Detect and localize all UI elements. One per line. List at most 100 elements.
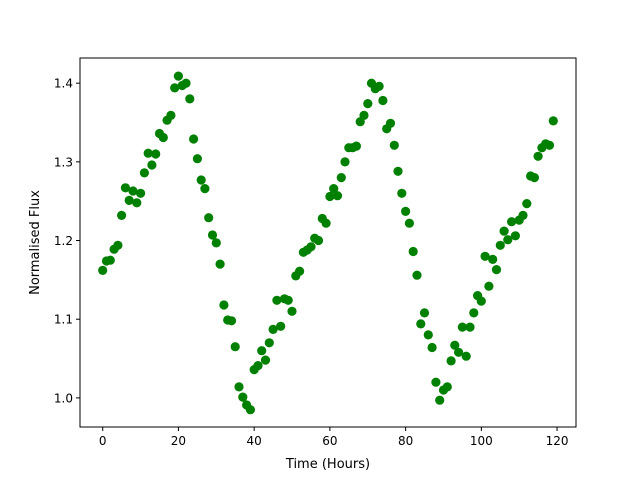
data-point [499,226,509,236]
data-point [340,157,350,167]
data-point [211,238,221,248]
data-point [363,99,373,109]
data-point [257,346,267,356]
data-point [389,140,399,150]
data-point [113,240,123,250]
y-tick-label: 1.4 [54,77,73,91]
data-point [507,217,517,227]
data-point [476,296,486,306]
data-point [170,83,180,93]
data-point [510,231,520,241]
data-point [491,265,502,275]
data-point [374,81,384,91]
data-point [378,95,388,106]
x-axis-label: Time (Hours) [285,457,370,472]
data-point [173,71,183,81]
data-point [488,254,498,264]
y-tick-label: 1.3 [54,155,73,169]
data-point [412,270,422,280]
data-point [166,110,176,120]
data-point [136,188,146,198]
data-point [522,199,532,209]
data-point [446,356,456,366]
data-point [260,355,271,365]
data-point [450,340,460,350]
data-point [423,330,433,340]
data-point [457,322,467,332]
data-point [276,321,286,331]
data-point [404,218,414,228]
data-point [98,265,108,275]
data-point [128,186,138,196]
data-point [272,295,282,305]
data-point [295,266,305,276]
data-point [416,319,426,329]
data-point [518,210,528,220]
y-tick-label: 1.0 [54,391,73,405]
x-tick-label: 60 [322,434,337,448]
data-point [283,295,293,305]
data-point [306,242,316,252]
data-point [313,235,324,246]
data-point [351,141,361,151]
data-point [329,184,339,194]
data-point [234,382,244,392]
data-point [385,118,396,128]
x-tick-label: 20 [171,434,186,448]
axes-frame [79,57,577,428]
data-point [151,149,161,159]
data-point [503,235,513,245]
data-point [325,191,335,202]
data-point [465,322,475,332]
data-point [245,405,255,415]
data-point [408,246,418,257]
data-point [529,173,540,183]
data-point [124,195,134,205]
x-axis-ticks: 0 20 40 60 80 100 120 [99,427,569,448]
data-point [397,188,407,198]
x-tick-label: 120 [546,434,569,448]
y-tick-label: 1.2 [54,234,73,248]
x-tick-label: 40 [247,434,262,448]
data-point [230,342,240,352]
data-point [207,230,218,240]
data-point [321,218,331,228]
data-point [253,361,263,371]
data-point [332,191,343,201]
data-point [147,160,157,170]
data-point [196,175,206,185]
data-point [495,240,505,250]
data-point [143,148,153,158]
data-point [132,198,142,208]
data-point [181,78,191,88]
data-point [200,184,210,194]
data-point [185,94,195,104]
data-point [544,140,555,150]
data-point [484,281,494,291]
data-point [401,206,411,216]
data-point [461,351,471,361]
data-point [427,342,437,353]
data-point [480,251,490,261]
data-points [98,71,558,415]
x-tick-label: 0 [99,434,107,448]
data-point [548,116,558,126]
data-point [219,300,229,310]
data-point [158,132,168,143]
data-point [533,151,543,161]
data-point [454,347,464,357]
data-point [189,134,199,144]
data-point [419,308,430,318]
data-point [359,110,369,120]
data-point [469,308,479,318]
data-point [139,168,149,178]
data-point [264,338,274,348]
data-point [442,382,452,392]
data-point [117,210,127,220]
data-point [192,154,202,164]
data-point [226,316,237,326]
data-point [287,306,297,316]
data-point [431,377,441,387]
x-tick-label: 80 [398,434,413,448]
